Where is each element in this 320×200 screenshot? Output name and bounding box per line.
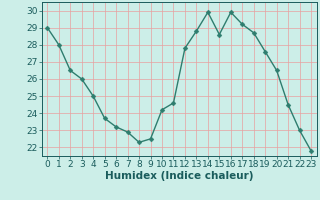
X-axis label: Humidex (Indice chaleur): Humidex (Indice chaleur) — [105, 171, 253, 181]
